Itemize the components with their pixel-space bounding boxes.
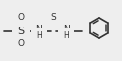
Text: H: H (36, 31, 42, 41)
Text: S: S (17, 26, 25, 36)
Text: N: N (63, 25, 69, 34)
Text: S: S (50, 13, 56, 23)
Text: O: O (17, 13, 25, 23)
Text: H: H (63, 31, 69, 41)
Text: O: O (17, 40, 25, 48)
Text: N: N (36, 25, 42, 34)
